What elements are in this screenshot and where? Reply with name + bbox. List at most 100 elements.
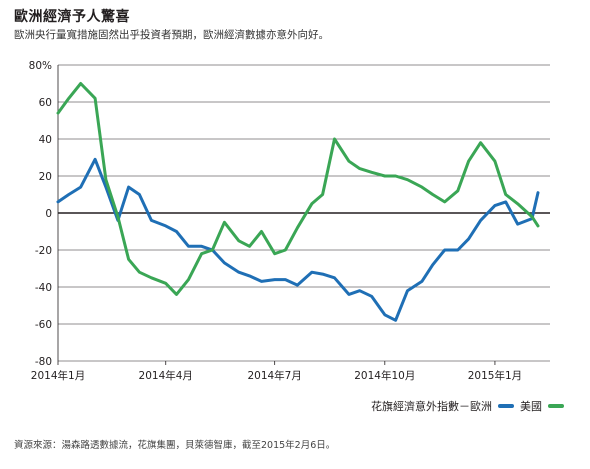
data-point-europe xyxy=(94,158,97,161)
x-tick-label: 2014年1月 xyxy=(31,369,85,382)
data-point-europe xyxy=(358,289,361,292)
data-point-us xyxy=(104,178,107,181)
data-point-europe xyxy=(79,186,82,189)
data-point-us xyxy=(211,249,214,251)
data-point-us xyxy=(394,175,397,177)
data-point-europe xyxy=(383,313,386,316)
data-point-europe xyxy=(479,219,482,222)
data-point-europe xyxy=(223,262,226,264)
data-point-us xyxy=(164,282,167,285)
data-point-europe xyxy=(467,238,470,240)
y-tick-label: -20 xyxy=(35,245,52,257)
y-tick-label: 80% xyxy=(29,60,52,72)
y-tick-label: 20 xyxy=(39,171,52,183)
data-point-us xyxy=(358,167,361,170)
y-tick-label: -40 xyxy=(35,282,52,294)
data-point-europe xyxy=(237,271,240,274)
data-point-europe xyxy=(347,293,350,296)
data-point-europe xyxy=(57,201,59,203)
data-point-europe xyxy=(248,275,251,277)
data-point-us xyxy=(273,252,276,255)
data-point-us xyxy=(187,278,190,281)
y-tick-label: 0 xyxy=(45,208,52,220)
x-tick-label: 2015年1月 xyxy=(468,369,522,382)
legend-item-europe: 花旗經濟意外指數－歐洲 xyxy=(371,398,514,414)
y-tick-label: -80 xyxy=(35,356,52,368)
data-point-europe xyxy=(104,186,107,189)
data-point-us xyxy=(57,112,59,114)
legend: 花旗經濟意外指數－歐洲 美國 xyxy=(371,398,564,414)
data-point-us xyxy=(150,276,153,279)
data-point-europe xyxy=(296,284,299,287)
chart-title: 歐洲經濟予人驚喜 xyxy=(14,9,130,25)
data-point-europe xyxy=(494,204,496,207)
data-point-us xyxy=(223,221,226,224)
data-point-us xyxy=(347,160,350,163)
data-point-us xyxy=(310,202,313,205)
x-tick-label: 2014年7月 xyxy=(247,369,301,382)
data-point-europe xyxy=(150,219,153,222)
legend-label-us: 美國 xyxy=(520,400,542,413)
data-point-us xyxy=(516,202,519,205)
data-point-us xyxy=(200,252,203,255)
data-point-us xyxy=(237,239,240,242)
data-point-us xyxy=(370,171,373,174)
data-point-us xyxy=(494,160,496,163)
data-point-us xyxy=(94,97,97,100)
data-point-us xyxy=(537,225,539,227)
data-point-us xyxy=(333,138,336,140)
data-point-us xyxy=(479,141,482,144)
data-point-europe xyxy=(200,245,203,248)
data-point-us xyxy=(296,226,299,229)
data-point-europe xyxy=(127,186,130,189)
data-point-us xyxy=(67,97,70,100)
data-point-europe xyxy=(394,319,397,322)
data-point-europe xyxy=(310,271,313,274)
data-point-europe xyxy=(406,289,409,292)
data-point-us xyxy=(248,245,251,248)
x-tick-label: 2014年10月 xyxy=(354,369,415,382)
data-point-us xyxy=(138,271,141,274)
legend-swatch-europe xyxy=(498,404,514,408)
legend-label-europe: 花旗經濟意外指數－歐洲 xyxy=(371,400,492,413)
data-point-us xyxy=(431,193,434,196)
x-tick-label: 2014年4月 xyxy=(139,369,193,382)
data-point-europe xyxy=(321,273,324,275)
data-point-europe xyxy=(333,276,336,279)
data-point-europe xyxy=(504,201,507,203)
data-point-us xyxy=(260,230,263,233)
data-point-us xyxy=(284,249,287,251)
data-point-us xyxy=(321,193,324,196)
data-point-us xyxy=(443,201,446,203)
data-point-europe xyxy=(537,191,539,194)
data-point-us xyxy=(127,258,130,261)
data-point-us xyxy=(504,193,507,196)
data-point-europe xyxy=(443,249,446,251)
data-point-us xyxy=(467,160,470,163)
data-point-us xyxy=(79,82,82,85)
data-point-europe xyxy=(67,193,70,196)
data-point-europe xyxy=(187,245,190,248)
y-tick-label: 60 xyxy=(39,97,52,109)
series-line-europe xyxy=(56,157,540,322)
data-point-europe xyxy=(284,278,287,281)
data-point-europe xyxy=(273,278,276,281)
data-point-us xyxy=(116,215,119,218)
data-point-us xyxy=(406,178,409,181)
y-tick-label: -60 xyxy=(35,319,52,331)
legend-swatch-us xyxy=(548,404,564,408)
data-point-europe xyxy=(175,230,178,233)
data-point-europe xyxy=(516,223,519,226)
data-point-us xyxy=(421,186,423,189)
data-point-europe xyxy=(260,280,263,283)
data-point-europe xyxy=(164,225,167,227)
data-point-europe xyxy=(370,295,373,298)
data-point-us xyxy=(456,189,459,192)
data-point-europe xyxy=(456,249,459,251)
data-point-us xyxy=(531,215,533,218)
data-point-us xyxy=(383,175,386,177)
y-tick-label: 40 xyxy=(39,134,52,146)
source-note: 資源來源：湯森路透數據流，花旗集團，貝萊德智庫，截至2015年2月6日。 xyxy=(14,440,336,451)
chart-subtitle: 歐洲央行量寬措施固然出乎投資者預期，歐洲經濟數據亦意外向好。 xyxy=(14,29,329,41)
